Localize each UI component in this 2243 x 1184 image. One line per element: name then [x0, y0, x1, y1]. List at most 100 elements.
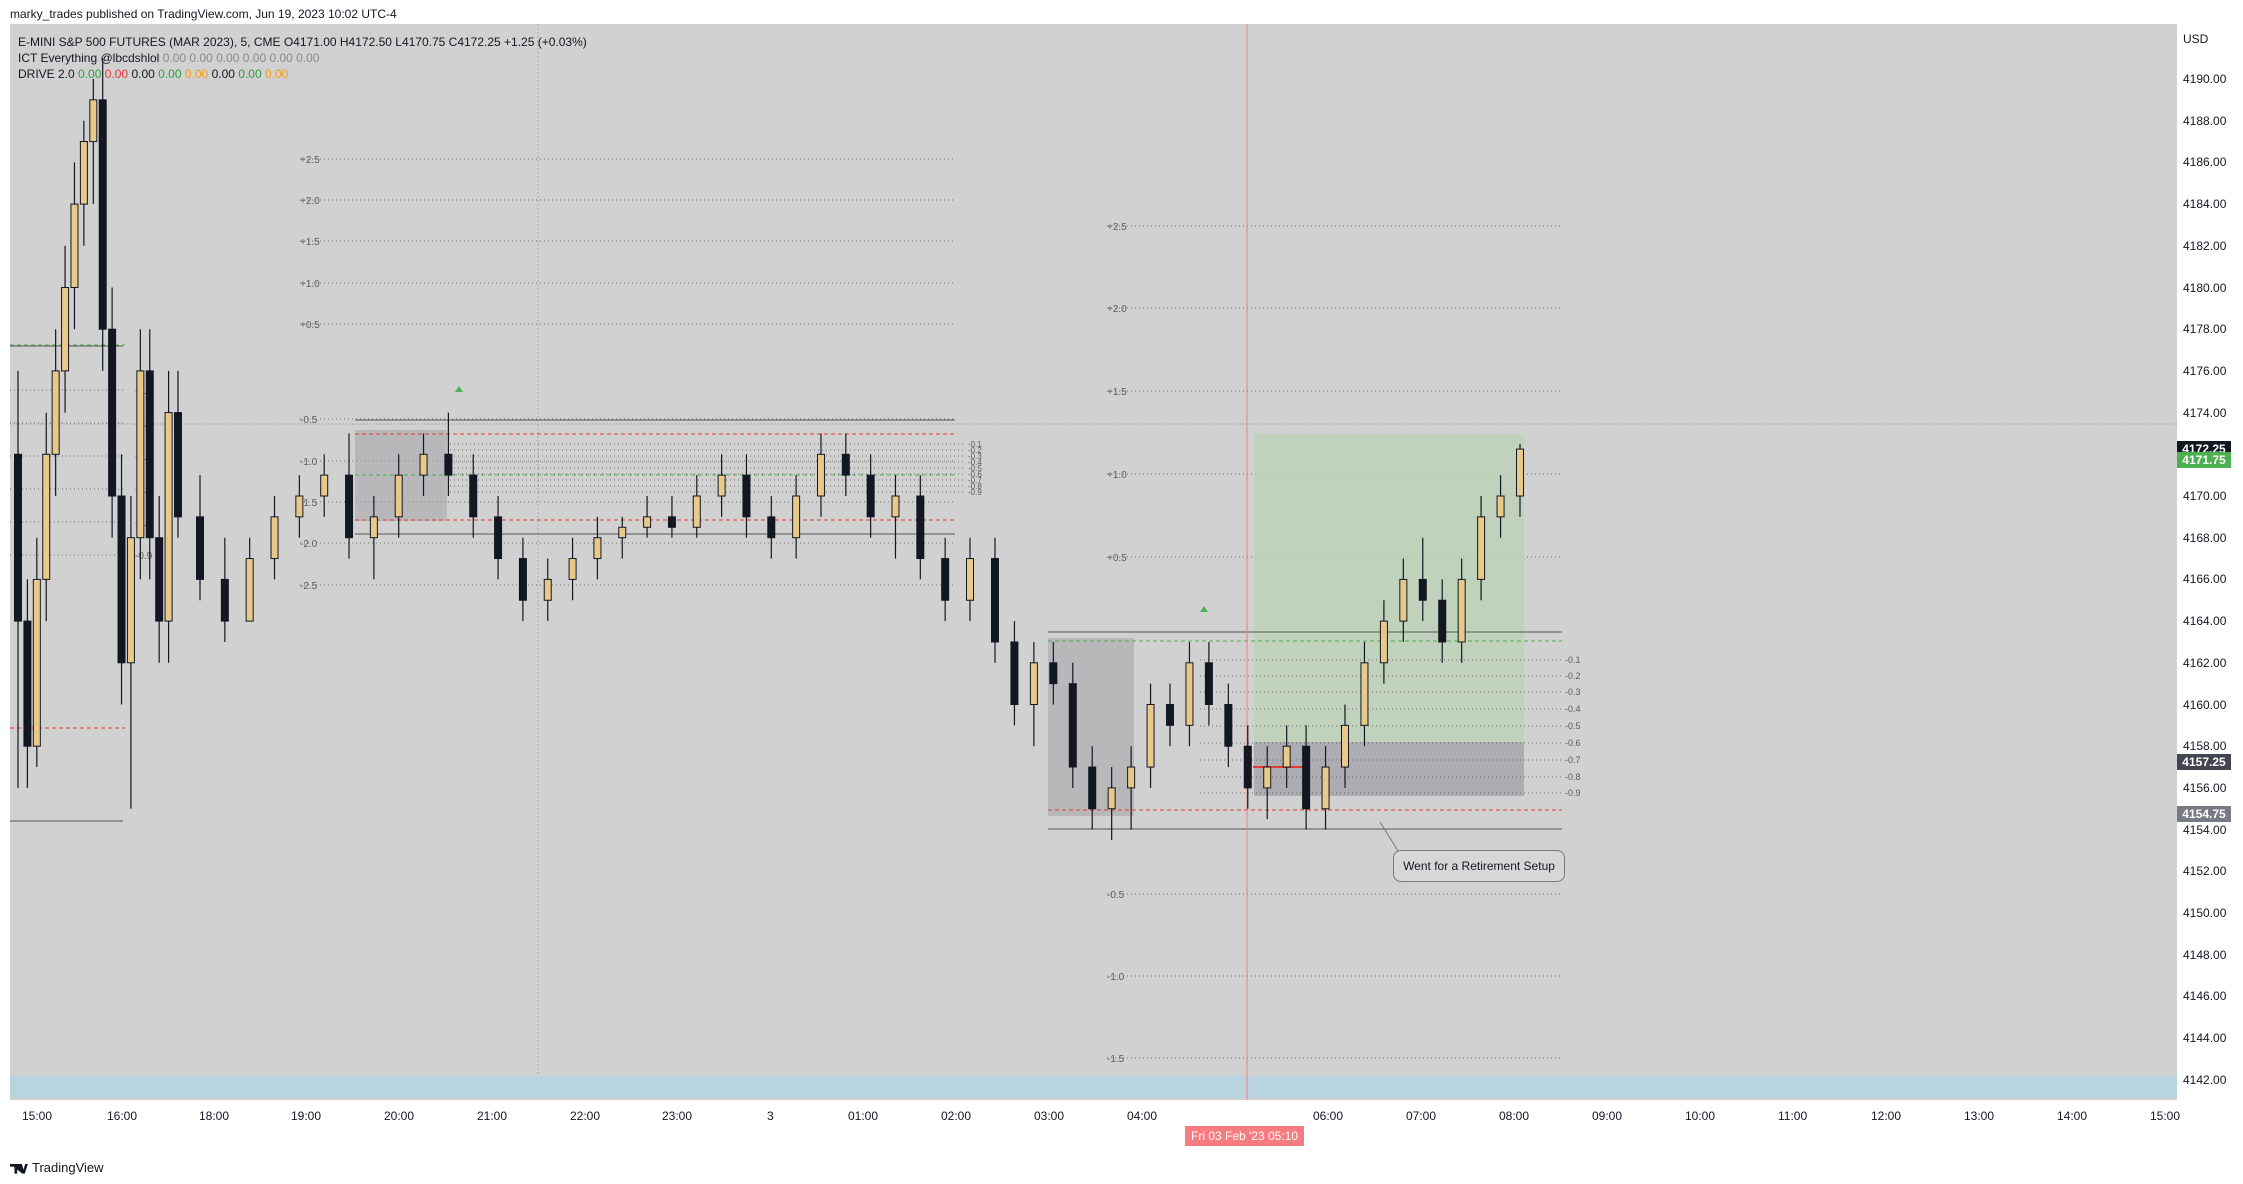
drive-value-3: 0.00	[158, 67, 185, 81]
time-tick-label: 21:00	[477, 1109, 508, 1123]
candle-body	[295, 495, 304, 518]
price-tick-label: 4144.00	[2183, 1031, 2227, 1046]
price-tick-label: 4176.00	[2183, 363, 2227, 378]
indicator-row-2[interactable]: DRIVE 2.0 0.00 0.00 0.00 0.00 0.00 0.00 …	[18, 66, 587, 82]
indicator-1-name: ICT Everything @lbcdshlol	[18, 51, 160, 65]
candle-body	[866, 474, 875, 518]
candle-body	[543, 578, 552, 601]
fib-level-label: -2.5	[300, 581, 318, 592]
time-tick-label: 16:00	[107, 1109, 138, 1123]
time-tick-label: 07:00	[1406, 1109, 1437, 1123]
price-tick-label: 4170.00	[2183, 489, 2227, 503]
candle-body	[767, 516, 776, 539]
candle-body	[369, 516, 378, 539]
candle-body	[145, 370, 154, 539]
fib-level-label: -0.6	[1565, 738, 1581, 748]
candle-body	[1438, 599, 1447, 643]
fib-level-label: -0.2	[1565, 671, 1581, 681]
fib-level-label: -0.7	[1565, 755, 1581, 765]
buy-signal-icon	[455, 386, 463, 392]
price-tick-label: 4178.00	[2183, 322, 2227, 337]
time-tick-label: 20:00	[384, 1109, 415, 1123]
candle-body	[164, 412, 173, 622]
candle-body	[245, 558, 254, 622]
price-axis[interactable]: USD 4190.00 4188.00 4186.00 4184.00 4182.00 4…	[2177, 24, 2243, 1129]
candle-body	[1029, 662, 1038, 705]
candle-body	[469, 474, 478, 518]
candle-body	[419, 453, 428, 476]
price-tick-label: 4154.00	[2183, 822, 2227, 837]
candle-body	[1399, 578, 1408, 622]
candle-body	[518, 558, 527, 601]
price-tick-label: 4158.00	[2183, 739, 2227, 754]
indicator-row-1[interactable]: ICT Everything @lbcdshlol 0.00 0.00 0.00…	[18, 50, 587, 66]
candle-body	[1243, 745, 1252, 789]
fib-level-label: -1.0	[300, 457, 318, 468]
candle-body	[394, 474, 403, 518]
candle-body	[32, 578, 41, 747]
fib-level-label: +1.5	[1107, 387, 1127, 398]
candle-body	[667, 516, 676, 528]
candle-body	[1049, 662, 1058, 685]
crosshair-time-tag: Fri 03 Feb '23 05:10	[1185, 1126, 1305, 1146]
candle-body	[1107, 787, 1116, 810]
price-tick-label: 4184.00	[2183, 197, 2227, 212]
candle-body	[61, 287, 70, 372]
candle-body	[14, 453, 22, 622]
candle-body	[1360, 662, 1369, 726]
candle-body	[593, 537, 602, 560]
candle-body	[742, 474, 751, 518]
candle-body	[174, 412, 182, 518]
candle-body	[1146, 704, 1155, 768]
price-tick-label: 4148.00	[2183, 947, 2227, 962]
candlestick-chart[interactable]: +2.5 +2.0 +1.5 +1.0 +0.5 -0.5 -1.0 -1.5 -2.0 -2.5…	[10, 24, 2177, 1100]
indicator-2-name: DRIVE 2.0	[18, 67, 75, 81]
candle-body	[89, 99, 98, 143]
candle-body	[891, 495, 900, 518]
time-tick-label: 22:00	[570, 1109, 601, 1123]
candle-body	[816, 453, 825, 497]
candle-body	[841, 453, 850, 476]
candle-body	[1263, 766, 1272, 789]
candle-body	[136, 370, 145, 539]
candle-body	[126, 537, 135, 664]
candle-body	[1088, 766, 1097, 810]
fib-level-label: -0.7	[968, 476, 982, 485]
annotation-callout[interactable]: Went for a Retirement Setup	[1393, 850, 1565, 882]
candle-body	[155, 537, 164, 622]
fib-level-label: -0.5	[968, 464, 982, 473]
drive-value-5: 0.00	[211, 67, 239, 81]
fib-level-label: +2.5	[300, 155, 320, 166]
price-tick-label: 4164.00	[2183, 614, 2227, 629]
candle-body	[1224, 704, 1233, 747]
price-tick-label: 4186.00	[2183, 155, 2227, 170]
price-tag: 4154.75	[2177, 805, 2231, 822]
fib-level-label: -1.5	[1107, 1054, 1125, 1065]
symbol-line[interactable]: E-MINI S&P 500 FUTURES (MAR 2023), 5, CM…	[18, 35, 587, 49]
time-axis[interactable]: 15:00 16:00 18:00 19:00 20:00 21:00 22:00 23:00…	[10, 1100, 2243, 1136]
time-tick-label: 10:00	[1685, 1109, 1716, 1123]
time-tick-label: 09:00	[1592, 1109, 1623, 1123]
footer-brand[interactable]: TradingView	[10, 1160, 104, 1175]
fib-level-label: +0.5	[300, 320, 320, 331]
chart-pane[interactable]: +2.5 +2.0 +1.5 +1.0 +0.5 -0.5 -1.0 -1.5 -2.0 -2.5…	[10, 24, 2177, 1100]
drive-value-7: 0.00	[264, 67, 289, 81]
fib-level-label: -0.8	[968, 482, 982, 491]
candle-body	[792, 495, 801, 539]
fib-level-label: +2.0	[1107, 304, 1127, 315]
fib-level-label: -0.9	[1565, 788, 1581, 798]
candle-body	[991, 558, 999, 643]
price-tick-label: 4174.00	[2183, 405, 2227, 420]
currency-label: USD	[2183, 32, 2209, 46]
candle-body	[196, 516, 204, 580]
candle-body	[70, 203, 79, 289]
tradingview-logo-icon	[10, 1163, 28, 1174]
fib-level-label: -0.8	[1565, 772, 1581, 782]
price-tag: 4157.25	[2177, 753, 2231, 770]
brand-label: TradingView	[32, 1160, 104, 1175]
long-position-zone	[1254, 434, 1524, 742]
time-tick-label: 19:00	[291, 1109, 322, 1123]
stop-zone	[1254, 742, 1524, 796]
time-tick-label: 02:00	[941, 1109, 972, 1123]
candle-body	[51, 370, 60, 455]
